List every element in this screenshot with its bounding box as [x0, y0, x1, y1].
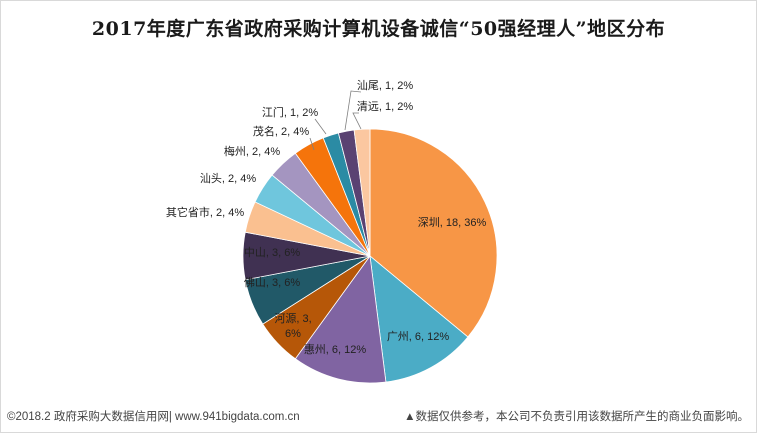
footer-copyright: ©2018.2 政府采购大数据信用网| www.941bigdata.com.c… — [7, 411, 300, 423]
leader-line-12 — [352, 112, 362, 130]
leader-line-10 — [314, 118, 327, 135]
pie-slice-1 — [369, 128, 498, 338]
pie-slice-3 — [294, 254, 387, 384]
data-label-1: 深圳, 18, 36% — [418, 216, 487, 229]
data-label-5: 佛山, 3, 6% — [244, 276, 300, 289]
data-label-7: 其它省市, 2, 4% — [166, 205, 244, 219]
leader-line-9 — [309, 137, 315, 151]
pie-slice-2 — [369, 255, 469, 383]
footer-disclaimer: ▲数据仅供参考，本公司不负责引用该数据所产生的商业负面影响。 — [404, 411, 749, 423]
data-label-3: 惠州, 6, 12% — [304, 342, 367, 356]
data-label-9: 梅州, 2, 4% — [224, 144, 280, 158]
data-label-4: 河源, 3, 6% — [274, 311, 311, 340]
data-label-12: 汕尾, 1, 2% — [357, 79, 413, 92]
pie-slice-13 — [353, 128, 371, 257]
data-label-11: 江门, 1, 2% — [262, 105, 318, 119]
leader-line-11 — [344, 90, 362, 131]
data-label-6: 中山, 3, 6% — [244, 246, 300, 259]
chart-title: 2017年度广东省政府采购计算机设备诚信“50强经理人”地区分布 — [91, 18, 666, 40]
data-label-2: 广州, 6, 12% — [387, 330, 450, 343]
data-label-8: 汕头, 2, 4% — [200, 172, 256, 185]
data-label-13: 清远, 1, 2% — [357, 100, 413, 113]
data-label-10: 茂名, 2, 4% — [253, 124, 309, 138]
